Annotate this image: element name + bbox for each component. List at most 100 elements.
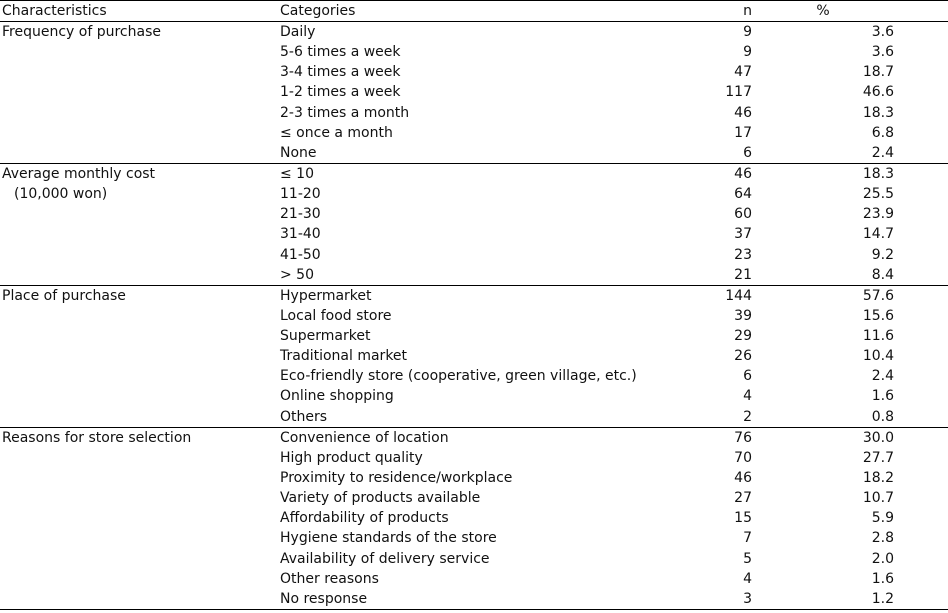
n-cell: 76 <box>700 426 752 448</box>
n-cell: 144 <box>700 284 752 306</box>
table-row: ≤ once a month 17 6.8 <box>0 123 948 143</box>
characteristic-cell <box>0 265 280 286</box>
table-row: High product quality 70 27.7 <box>0 448 948 468</box>
n-cell: 4 <box>743 388 752 405</box>
percent-cell: 6.8 <box>871 124 894 141</box>
category-cell: Availability of delivery service <box>280 550 490 567</box>
characteristic-cell <box>0 386 280 406</box>
characteristic-cell <box>0 569 280 589</box>
table-row: Hygiene standards of the store 7 2.8 <box>0 528 948 548</box>
spacer-cell <box>894 528 948 548</box>
spacer-cell <box>894 326 948 346</box>
percent-cell: 10.7 <box>862 490 894 506</box>
category-cell: > 50 <box>280 266 314 283</box>
table-row: No response 3 1.2 <box>0 588 948 610</box>
spacer-cell <box>894 123 948 143</box>
category-cell: Daily <box>280 24 316 40</box>
spacer-cell <box>894 82 948 102</box>
percent-cell: 1.6 <box>871 388 894 405</box>
category-cell: Convenience of location <box>280 426 700 448</box>
percent-cell: 18.3 <box>862 104 894 121</box>
table-row: 21-30 60 23.9 <box>0 204 948 224</box>
category-cell: None <box>280 144 317 161</box>
n-cell: 26 <box>734 348 752 365</box>
n-cell: 3 <box>700 588 752 610</box>
header-categories: Categories <box>280 0 700 22</box>
spacer-cell <box>894 42 948 62</box>
category-cell: Affordability of products <box>280 510 449 527</box>
table-row: 2-3 times a month 46 18.3 <box>0 103 948 123</box>
spacer-cell <box>894 103 948 123</box>
n-cell: 9 <box>743 44 752 60</box>
category-cell: Eco-friendly store (cooperative, green v… <box>280 368 637 385</box>
category-cell: 3-4 times a week <box>280 64 401 81</box>
table-row: > 50 21 8.4 <box>0 265 948 286</box>
characteristic-cell <box>0 224 280 244</box>
header-n: n <box>700 0 752 22</box>
spacer-cell <box>894 426 948 448</box>
category-cell: Variety of products available <box>280 490 481 506</box>
spacer-cell <box>894 245 948 265</box>
characteristic-cell <box>0 42 280 62</box>
percent-cell: 18.2 <box>862 469 894 486</box>
table-row: Availability of delivery service 5 2.0 <box>0 549 948 569</box>
percent-cell: 3.6 <box>871 44 894 60</box>
category-cell: Online shopping <box>280 388 394 405</box>
category-cell: High product quality <box>280 449 423 466</box>
header-percent: % <box>752 0 894 22</box>
category-cell: 31-40 <box>280 226 321 243</box>
characteristic-cell <box>0 366 280 386</box>
spacer-cell <box>894 508 948 528</box>
characteristic-name: Average monthly cost <box>0 162 280 184</box>
n-cell: 64 <box>734 185 752 202</box>
spacer-cell <box>894 162 948 184</box>
category-cell: 21-30 <box>280 206 321 223</box>
spacer-cell <box>894 265 948 286</box>
category-cell: ≤ once a month <box>280 124 393 141</box>
n-cell: 117 <box>725 84 752 101</box>
percent-cell: 23.9 <box>862 206 894 223</box>
percent-cell: 2.4 <box>871 368 894 385</box>
spacer-cell <box>894 488 948 508</box>
characteristic-cell <box>0 306 280 326</box>
characteristic-cell <box>0 204 280 224</box>
category-cell: Hygiene standards of the store <box>280 530 497 547</box>
table-row: Reasons for store selection Convenience o… <box>0 426 948 448</box>
percent-cell: 3.6 <box>871 24 894 40</box>
table-row: Frequency of purchase Daily 9 3.6 <box>0 22 948 43</box>
spacer-cell <box>894 407 948 428</box>
n-cell: 70 <box>734 449 752 466</box>
characteristic-cell <box>0 82 280 102</box>
category-cell: Other reasons <box>280 570 379 587</box>
spacer-cell <box>894 468 948 488</box>
table-row: Online shopping 4 1.6 <box>0 386 948 406</box>
spacer-cell <box>894 448 948 468</box>
n-cell: 6 <box>743 144 752 161</box>
percent-cell: 1.2 <box>752 588 894 610</box>
spacer-cell <box>894 143 948 164</box>
table-row: Others 2 0.8 <box>0 407 948 428</box>
table-row: 1-2 times a week 117 46.6 <box>0 82 948 102</box>
table-row: Traditional market 26 10.4 <box>0 346 948 366</box>
characteristic-cell <box>0 103 280 123</box>
percent-cell: 18.7 <box>862 64 894 81</box>
n-cell: 2 <box>743 408 752 425</box>
characteristic-cell <box>0 549 280 569</box>
table-row: 3-4 times a week 47 18.7 <box>0 62 948 82</box>
header-characteristics: Characteristics <box>0 0 280 22</box>
n-cell: 17 <box>734 124 752 141</box>
spacer-cell <box>894 346 948 366</box>
spacer-cell <box>894 284 948 306</box>
n-cell: 39 <box>734 307 752 324</box>
n-cell: 5 <box>743 550 752 567</box>
n-cell: 29 <box>734 327 752 344</box>
percent-cell: 18.3 <box>752 162 894 184</box>
characteristic-name: Frequency of purchase <box>2 24 161 40</box>
category-cell: 41-50 <box>280 246 321 263</box>
table-row: Other reasons 4 1.6 <box>0 569 948 589</box>
category-cell: Local food store <box>280 307 392 324</box>
header-spacer <box>894 0 948 22</box>
category-cell: 2-3 times a month <box>280 104 410 121</box>
characteristic-cell <box>0 448 280 468</box>
spacer-cell <box>894 569 948 589</box>
